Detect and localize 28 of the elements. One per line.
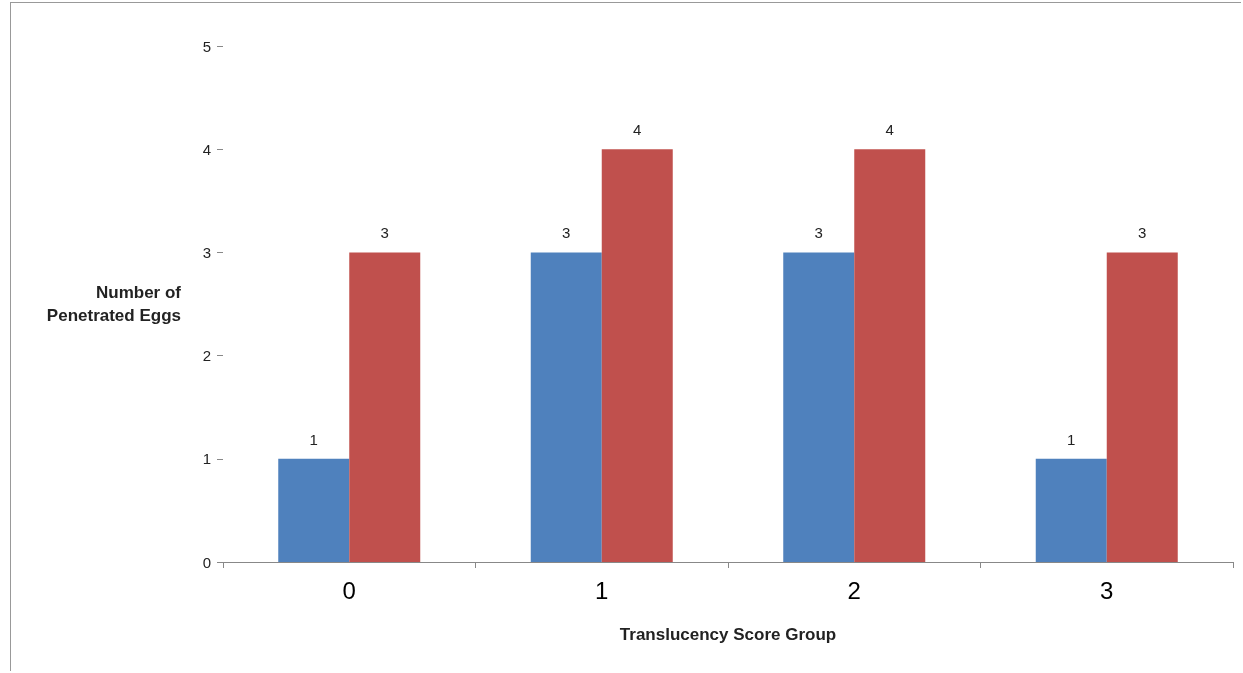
y-tick-label: 1 <box>202 450 211 468</box>
bar <box>530 252 602 562</box>
data-label: 4 <box>885 121 894 139</box>
bar <box>349 252 421 562</box>
x-axis-title: Translucency Score Group <box>619 625 837 644</box>
x-tick-label: 3 <box>1100 576 1114 604</box>
data-label: 3 <box>380 224 389 242</box>
y-axis-title: Number of Penetrated Eggs <box>46 283 182 325</box>
data-label: 3 <box>562 224 571 242</box>
bar <box>1035 458 1107 562</box>
bar <box>278 458 350 562</box>
bar <box>854 149 926 562</box>
data-label: 3 <box>814 224 823 242</box>
y-tick-label: 3 <box>202 243 211 261</box>
x-tick-label: 2 <box>847 576 861 604</box>
data-label: 1 <box>309 430 318 448</box>
bar <box>601 149 673 562</box>
data-label: 1 <box>1067 430 1076 448</box>
y-tick-label: 5 <box>202 37 211 55</box>
bar <box>783 252 855 562</box>
x-tick-label: 1 <box>595 576 609 604</box>
data-label: 3 <box>1138 224 1147 242</box>
y-tick-label: 2 <box>202 347 211 365</box>
x-tick-label: 0 <box>342 576 356 604</box>
y-tick-label: 0 <box>202 553 211 571</box>
y-tick-label: 4 <box>202 140 211 158</box>
data-label: 4 <box>633 121 642 139</box>
bar <box>1106 252 1178 562</box>
